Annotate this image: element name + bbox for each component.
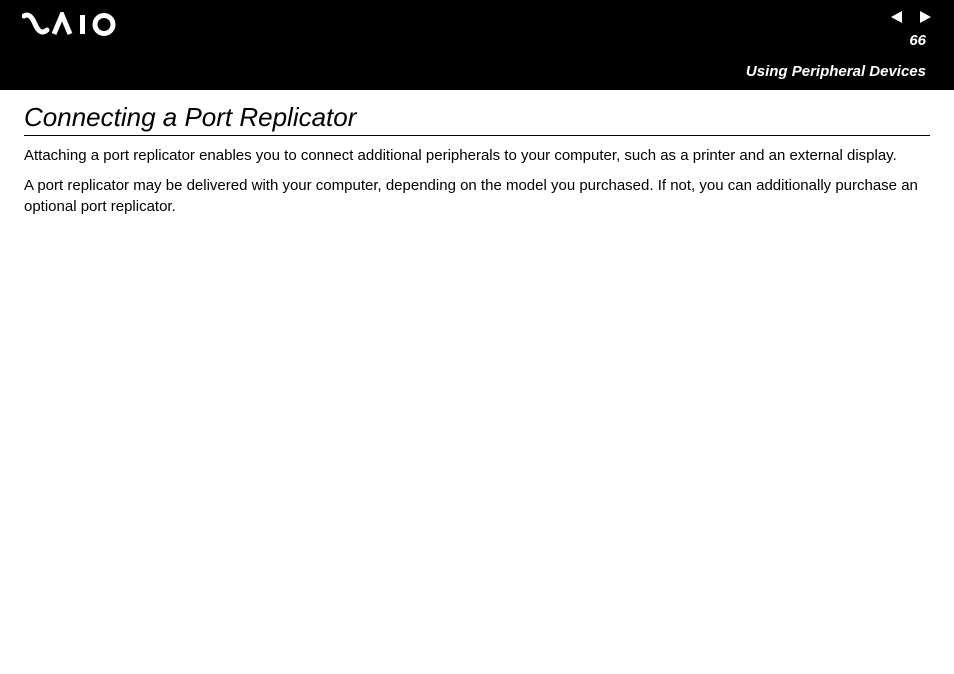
page-content: Connecting a Port Replicator Attaching a… xyxy=(0,90,954,217)
vaio-logo xyxy=(22,12,122,43)
document-header: 66 Using Peripheral Devices xyxy=(0,0,954,90)
triangle-right-icon xyxy=(918,10,932,24)
prev-page-button[interactable] xyxy=(890,10,904,24)
page-number: 66 xyxy=(909,32,926,49)
vaio-logo-svg xyxy=(22,12,122,38)
body-paragraph: A port replicator may be delivered with … xyxy=(24,176,930,217)
triangle-left-icon xyxy=(890,10,904,24)
nav-arrows xyxy=(890,10,932,24)
next-page-button[interactable] xyxy=(918,10,932,24)
page-title: Connecting a Port Replicator xyxy=(24,102,930,136)
section-breadcrumb: Using Peripheral Devices xyxy=(746,63,926,80)
body-paragraph: Attaching a port replicator enables you … xyxy=(24,146,930,166)
